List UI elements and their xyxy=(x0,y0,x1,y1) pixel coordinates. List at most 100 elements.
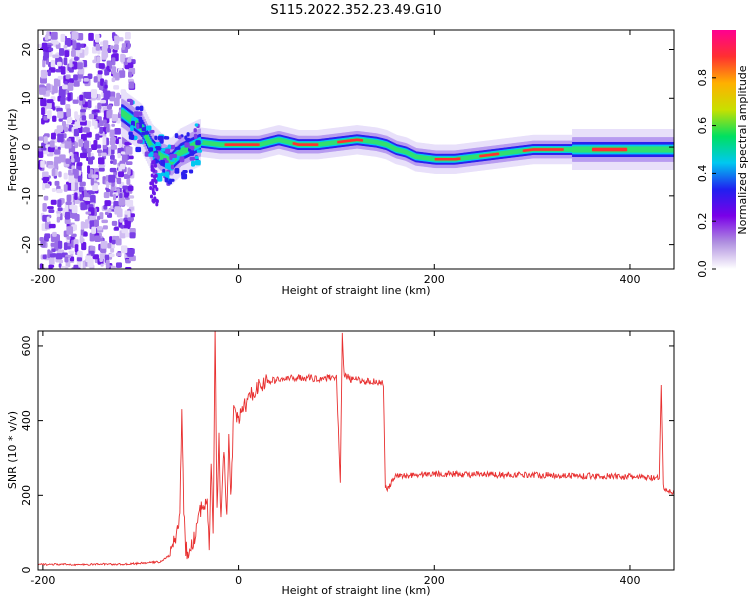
spectrogram-noise-cell xyxy=(109,137,117,141)
spectrogram-ridge-cell xyxy=(656,146,659,153)
spectrogram-ridge-cell xyxy=(464,155,467,161)
spectrogram-ridge-cell xyxy=(388,144,392,149)
spectrogram-ridge-cell xyxy=(546,148,549,151)
spectrogram-blob xyxy=(195,140,201,146)
spectrogram-ridge-cell xyxy=(540,148,543,151)
spectrogram-ridge-cell xyxy=(500,151,503,156)
spectrogram-noise-cell xyxy=(49,250,53,254)
spectrogram-noise-cell xyxy=(42,171,49,179)
spectrogram-noise-cell xyxy=(114,35,120,45)
spectrogram-ridge-cell xyxy=(361,138,365,143)
spectrogram-ridge-cell xyxy=(392,145,395,151)
spectrogram-noise-cell xyxy=(68,175,75,183)
spectrogram-ridge-cell xyxy=(397,147,400,153)
spectrogram-ridge-cell xyxy=(384,142,387,147)
spectrogram-ridge-cell xyxy=(491,153,494,156)
spectrogram-noise-cell xyxy=(71,233,77,237)
spectrogram-ridge-cell xyxy=(494,152,497,156)
spectrogram-noise-cell xyxy=(76,162,83,167)
spectrogram-ridge-cell xyxy=(274,138,278,143)
spectrogram-noise-cell xyxy=(45,183,50,189)
spectrogram-ridge-cell xyxy=(211,141,214,146)
spectrogram-noise-cell xyxy=(39,87,46,95)
spectrogram-ridge-cell xyxy=(266,140,270,145)
spectrogram-noise-cell xyxy=(116,177,122,185)
spectrogram-ridge-cell xyxy=(402,149,406,154)
spectrogram-ridge-cell xyxy=(162,154,165,162)
spectrogram-noise-cell xyxy=(109,253,115,258)
spectrogram-noise-cell xyxy=(53,78,61,87)
spectrogram-noise-cell xyxy=(58,263,62,268)
snr-xtick-label: 200 xyxy=(424,574,445,587)
spectrogram-ridge-cell xyxy=(237,143,240,146)
spectrogram-ridge-cell xyxy=(282,138,285,144)
spectrogram-noise-cell xyxy=(49,140,55,148)
spectrogram-ridge-cell xyxy=(570,147,574,152)
spectrogram-noise-cell xyxy=(76,49,80,58)
spectrogram-ridge-cell xyxy=(542,148,545,151)
colorbar-tick-label: 0.0 xyxy=(696,260,709,278)
spectrogram-noise-cell xyxy=(83,77,89,82)
spectrogram-noise-cell xyxy=(106,65,110,71)
spectrogram-ridge-cell xyxy=(589,146,592,153)
spectrogram-noise-cell xyxy=(120,224,125,229)
spectrogram-noise-cell xyxy=(100,152,107,157)
spectrogram-noise-cell xyxy=(47,206,54,210)
spectrogram-ridge-cell xyxy=(556,148,560,151)
spectrogram-ridge-cell xyxy=(235,143,238,146)
spectrogram-ridge-cell xyxy=(572,146,575,153)
spectrogram-noise-cell xyxy=(126,59,132,63)
spectrogram-ridge-cell xyxy=(441,158,445,161)
spectrogram-noise-cell xyxy=(49,253,57,258)
spectrogram-ridge-cell xyxy=(604,147,608,152)
spectrogram-ridge-cell xyxy=(599,147,602,152)
spectrogram-noise-cell xyxy=(79,235,84,244)
spectrogram-ridge-cell xyxy=(353,138,356,142)
spectrogram-ridge-cell xyxy=(539,148,542,151)
spectrogram-ridge-cell xyxy=(559,148,562,151)
spectrogram-ridge-cell xyxy=(407,151,410,156)
spectrogram-ridge-cell xyxy=(328,140,332,146)
spectrogram-ridge-cell xyxy=(465,155,468,161)
spectrogram-ridge-cell xyxy=(406,150,409,155)
spectrogram-ytick-label: -10 xyxy=(20,187,33,205)
spectrogram-ridge-cell xyxy=(487,153,490,157)
spectrogram-ridge-cell xyxy=(415,154,419,160)
spectrogram-noise-cell xyxy=(87,73,93,79)
spectrogram-ridge-cell xyxy=(640,146,643,153)
spectrogram-ridge-cell xyxy=(351,139,354,142)
spectrogram-ridge-cell xyxy=(453,158,456,161)
spectrogram-blob xyxy=(133,111,140,118)
spectrogram-noise-cell xyxy=(91,226,97,234)
spectrogram-noise-cell xyxy=(69,59,73,68)
spectrogram-ridge-cell xyxy=(230,143,233,146)
spectrogram-noise-cell xyxy=(128,81,135,89)
spectrogram-blob xyxy=(179,156,185,163)
spectrogram-ridge-cell xyxy=(417,154,420,160)
spectrogram-ridge-cell xyxy=(401,148,405,154)
spectrogram-ridge-cell xyxy=(365,138,368,144)
spectrogram-cells xyxy=(38,31,674,269)
spectrogram-noise-cell xyxy=(71,154,75,163)
spectrogram-noise-cell xyxy=(109,140,116,146)
spectrogram-noise-cell xyxy=(70,50,76,57)
spectrogram-ridge-cell xyxy=(368,139,372,144)
spectrogram-ridge-cell xyxy=(427,156,430,161)
spectrogram-noise-cell xyxy=(118,171,125,178)
spectrogram-ridge-cell xyxy=(432,156,435,162)
spectrogram-noise-cell xyxy=(56,125,64,132)
spectrogram-noise-cell xyxy=(116,188,120,193)
spectrogram-noise-cell xyxy=(63,57,68,66)
spectrogram-noise-cell xyxy=(94,34,100,43)
spectrogram-blob xyxy=(170,164,174,170)
spectrogram-ridge-cell xyxy=(127,113,130,121)
spectrogram-ridge-cell xyxy=(528,148,531,152)
spectrogram-ylabel: Frequency (Hz) xyxy=(6,109,19,192)
spectrogram-ridge-cell xyxy=(431,156,434,162)
spectrogram-noise-cell xyxy=(41,142,47,151)
spectrogram-blob xyxy=(155,202,159,207)
spectrogram-blob xyxy=(153,178,157,183)
snr-xtick-label: 0 xyxy=(235,574,242,587)
spectrogram-blob xyxy=(141,131,146,136)
spectrogram-blob xyxy=(130,120,135,127)
